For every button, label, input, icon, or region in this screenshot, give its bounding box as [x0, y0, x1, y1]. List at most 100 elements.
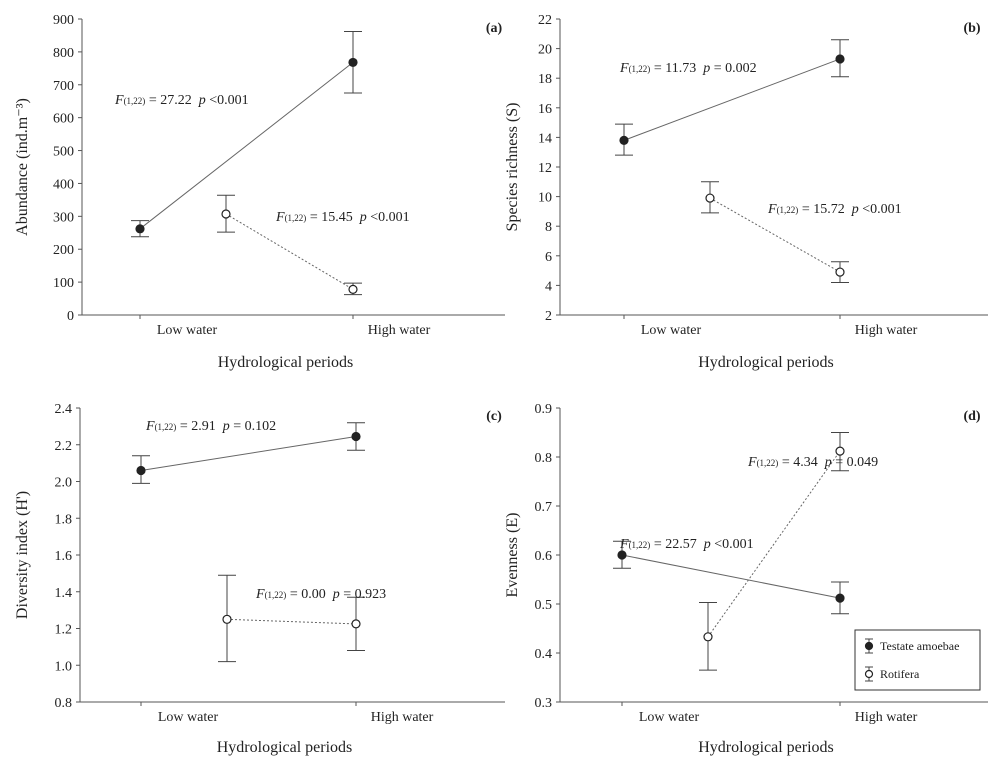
stat-pval: <0.001 — [367, 210, 410, 225]
legend: Testate amoebae Rotifera — [854, 629, 981, 691]
series-testate-amoebae — [613, 540, 849, 615]
y-tick-label: 1.4 — [55, 586, 73, 601]
stat-annotation: F(1,22) = 4.34 p = 0.049 — [747, 455, 878, 470]
data-point — [619, 135, 629, 145]
y-tick-label: 14 — [538, 131, 552, 146]
stat-sub: (1,22) — [124, 96, 146, 106]
data-point — [617, 550, 627, 560]
stat-p: p — [703, 537, 711, 552]
x-tick-label: High water — [371, 710, 434, 725]
data-point — [222, 614, 232, 624]
y-tick-label: 0.3 — [535, 696, 553, 711]
data-point — [351, 619, 361, 629]
stat-gap — [697, 537, 704, 552]
stat-sub: (1,22) — [629, 540, 651, 550]
panel-label: (b) — [963, 21, 980, 36]
series-rotifera — [699, 432, 849, 671]
y-tick-label: 0.4 — [535, 647, 553, 662]
series-line — [621, 554, 841, 599]
panel-2: 2 4 6 8 10 12 14 16 18 20 22 Low water High water Hyd… — [504, 13, 988, 371]
y-tick-label: 1.8 — [55, 512, 73, 527]
y-tick-label: 500 — [53, 145, 74, 160]
stat-f: F — [619, 537, 629, 552]
stat-pval: <0.001 — [859, 202, 902, 217]
stat-pval: = 0.002 — [710, 61, 756, 76]
stat-sub: (1,22) — [757, 458, 779, 468]
y-tick-label: 200 — [53, 243, 74, 258]
stat-sub: (1,22) — [629, 64, 651, 74]
series-rotifera — [218, 574, 365, 663]
x-tick-label: Low water — [641, 323, 702, 338]
y-tick-label: 2.2 — [55, 439, 73, 454]
series-testate-amoebae — [132, 422, 365, 484]
stat-f: F — [255, 587, 265, 602]
y-tick-label: 0.7 — [535, 500, 553, 515]
x-axis-title: Hydrological periods — [217, 739, 353, 756]
y-tick-label: 2.0 — [55, 476, 73, 491]
stat-annotation: F(1,22) = 15.45 p <0.001 — [275, 210, 410, 225]
y-axis-title: Diversity index (H') — [14, 491, 31, 619]
stat-sub: (1,22) — [155, 422, 177, 432]
y-tick-label: 18 — [538, 72, 552, 87]
x-tick-label: High water — [855, 323, 918, 338]
x-axis-title: Hydrological periods — [218, 354, 354, 371]
stat-gap — [845, 202, 852, 217]
stat-pval: <0.001 — [206, 93, 249, 108]
stat-f: F — [145, 419, 155, 434]
stat-value: = 15.72 — [798, 202, 844, 217]
data-point — [835, 446, 845, 456]
data-point — [835, 593, 845, 603]
y-tick-label: 12 — [538, 161, 552, 176]
stat-sub: (1,22) — [285, 213, 307, 223]
legend-box — [854, 629, 981, 691]
x-tick-label: Low water — [158, 710, 219, 725]
y-tick-label: 1.2 — [55, 623, 73, 638]
y-tick-label: 0.8 — [55, 696, 73, 711]
data-point — [705, 193, 715, 203]
stat-gap — [326, 587, 333, 602]
series-line — [709, 197, 841, 273]
series-line — [225, 213, 354, 290]
y-tick-label: 0.6 — [535, 549, 553, 564]
stat-gap — [216, 419, 223, 434]
y-tick-label: 100 — [53, 276, 74, 291]
stat-f: F — [619, 61, 629, 76]
y-tick-label: 400 — [53, 177, 74, 192]
data-point — [703, 632, 713, 642]
x-tick-label: High water — [855, 710, 918, 725]
series-testate-amoebae — [615, 39, 849, 156]
x-tick-label: Low water — [157, 323, 218, 338]
y-tick-label: 10 — [538, 191, 552, 206]
panel-label: (a) — [486, 21, 503, 36]
panel-label: (d) — [963, 409, 980, 424]
panel-label: (c) — [486, 409, 502, 424]
y-tick-label: 0.8 — [535, 451, 553, 466]
x-axis-title: Hydrological periods — [698, 354, 834, 371]
stat-gap — [818, 455, 825, 470]
y-tick-label: 2.4 — [55, 402, 73, 417]
legend-marker — [864, 669, 874, 679]
y-tick-label: 800 — [53, 46, 74, 61]
stat-sub: (1,22) — [777, 205, 799, 215]
stat-p: p — [359, 210, 367, 225]
series-line — [140, 435, 357, 471]
y-axis-title: Evenness (E) — [504, 513, 521, 598]
stat-f: F — [275, 210, 285, 225]
stat-value: = 22.57 — [650, 537, 696, 552]
y-tick-label: 16 — [538, 102, 552, 117]
legend-label: Testate amoebae — [880, 639, 959, 653]
y-tick-label: 2 — [545, 309, 552, 324]
stat-annotation: F(1,22) = 0.00 p = 0.923 — [255, 587, 386, 602]
stat-pval: <0.001 — [711, 537, 754, 552]
stat-p: p — [702, 61, 710, 76]
data-point — [135, 224, 145, 234]
y-tick-label: 1.0 — [55, 659, 73, 674]
data-point — [221, 209, 231, 219]
stat-f: F — [114, 93, 124, 108]
y-tick-label: 20 — [538, 43, 552, 58]
series-testate-amoebae — [131, 30, 362, 238]
stat-value: = 2.91 — [176, 419, 215, 434]
series-line — [707, 450, 841, 638]
stat-f: F — [767, 202, 777, 217]
